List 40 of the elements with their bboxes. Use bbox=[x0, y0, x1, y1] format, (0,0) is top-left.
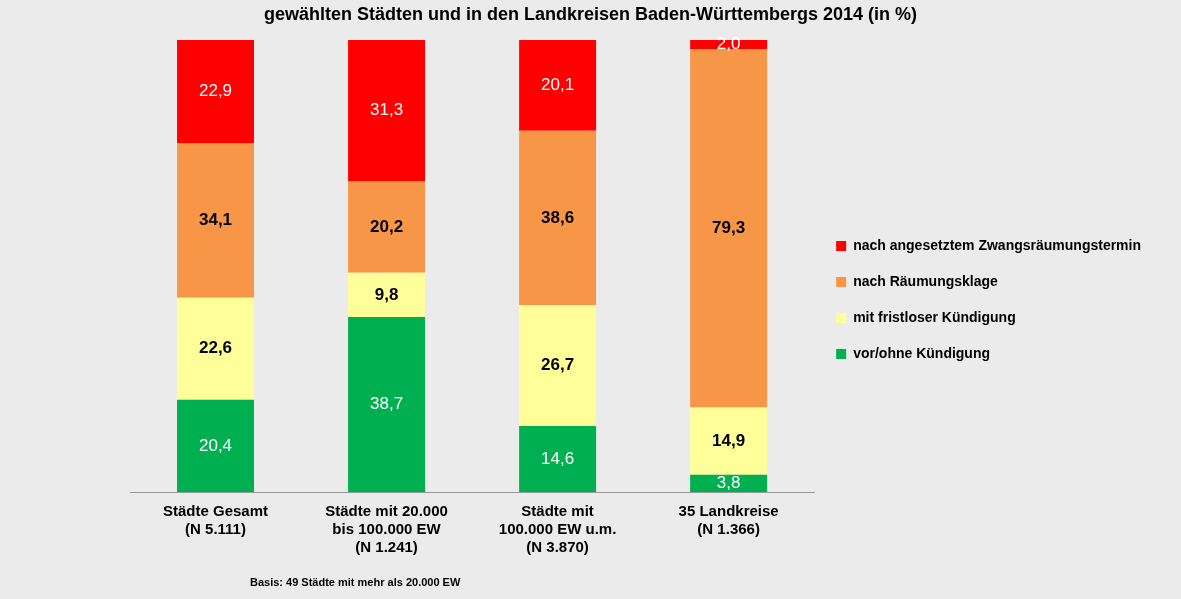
bar bbox=[348, 272, 426, 318]
text: Basis: 49 Städte mit mehr als 20.000 EW bbox=[250, 576, 461, 588]
x-tick-label: Städte mit 20.000 bis 100.000 EW (N 1.241) bbox=[325, 502, 448, 556]
bar bbox=[519, 305, 597, 427]
data-label: 20,4 bbox=[198, 435, 233, 455]
data-label: 22,6 bbox=[198, 338, 233, 358]
data-label: 38,6 bbox=[541, 207, 575, 227]
data-label: 26,7 bbox=[541, 355, 575, 375]
data-label: 79,3 bbox=[712, 217, 746, 237]
x-tick-label: 35 Landkreise (N 1.366) bbox=[678, 502, 779, 538]
bar bbox=[348, 181, 426, 273]
data-label: 14,9 bbox=[712, 430, 746, 450]
data-label: 38,7 bbox=[370, 394, 404, 414]
bar bbox=[690, 49, 768, 408]
chart-title: gewählten Städten und in den Landkreisen Baden-Württembergs 2014 (in %) bbox=[262, 4, 919, 25]
bar bbox=[177, 40, 254, 144]
x-tick-label: Städte Gesamt (N 5.111) bbox=[163, 502, 269, 538]
bar bbox=[519, 426, 597, 492]
data-label: 9,8 bbox=[374, 284, 399, 304]
legend-label: vor/ohne Kündigung bbox=[853, 344, 991, 361]
x-tick-label: Städte mit 100.000 EW u.m. (N 3.870) bbox=[498, 502, 617, 556]
bar bbox=[348, 40, 426, 182]
bar bbox=[348, 317, 426, 492]
data-label: 2,0 bbox=[716, 34, 741, 54]
data-label: 22,9 bbox=[198, 81, 233, 101]
bar bbox=[177, 297, 254, 400]
data-label: 3,8 bbox=[716, 473, 741, 493]
data-label: 14,6 bbox=[541, 448, 575, 468]
bar bbox=[690, 407, 768, 475]
data-label: 20,1 bbox=[541, 75, 575, 95]
legend-label: mit fristloser Kündigung bbox=[853, 308, 1016, 325]
data-label: 34,1 bbox=[198, 210, 233, 230]
legend-label: nach angesetztem Zwangsräumungstermin bbox=[853, 236, 1141, 253]
bar bbox=[519, 130, 597, 306]
bar bbox=[519, 40, 597, 131]
legend-label: nach Räumungsklage bbox=[853, 272, 999, 289]
bar bbox=[177, 399, 254, 492]
data-label: 20,2 bbox=[370, 216, 404, 236]
bar bbox=[177, 143, 254, 298]
data-label: 31,3 bbox=[370, 100, 404, 120]
